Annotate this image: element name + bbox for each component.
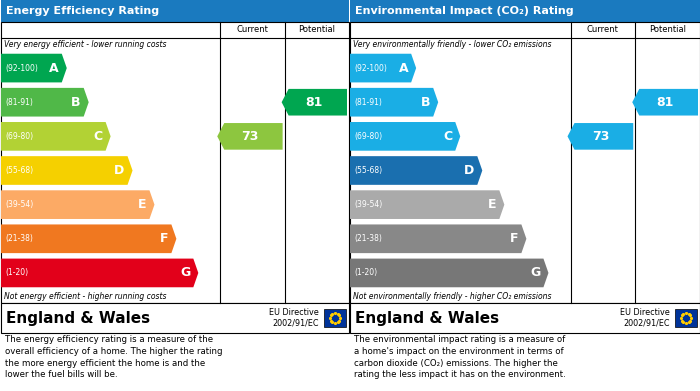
Text: B: B: [71, 96, 80, 109]
Bar: [1, 22, 349, 303]
Text: (21-38): (21-38): [354, 234, 382, 243]
Text: (1-20): (1-20): [5, 269, 28, 278]
Text: Very energy efficient - lower running costs: Very energy efficient - lower running co…: [4, 40, 167, 49]
Text: 81: 81: [657, 96, 674, 109]
Bar: [1, 0, 349, 22]
Polygon shape: [1, 88, 89, 117]
Text: (39-54): (39-54): [354, 200, 382, 209]
Polygon shape: [1, 122, 111, 151]
Text: Not environmentally friendly - higher CO₂ emissions: Not environmentally friendly - higher CO…: [353, 292, 552, 301]
Text: 73: 73: [592, 130, 609, 143]
Text: Current: Current: [237, 25, 268, 34]
Text: The energy efficiency rating is a measure of the
overall efficiency of a home. T: The energy efficiency rating is a measur…: [5, 335, 223, 379]
Polygon shape: [350, 54, 416, 83]
Text: EU Directive
2002/91/EC: EU Directive 2002/91/EC: [620, 308, 670, 328]
Text: D: D: [464, 164, 475, 177]
Text: E: E: [138, 198, 146, 211]
Polygon shape: [1, 258, 198, 287]
Text: Potential: Potential: [649, 25, 686, 34]
Text: (1-20): (1-20): [354, 269, 377, 278]
Text: Very environmentally friendly - lower CO₂ emissions: Very environmentally friendly - lower CO…: [353, 40, 552, 49]
Text: (69-80): (69-80): [5, 132, 33, 141]
Text: E: E: [488, 198, 496, 211]
Text: EU Directive
2002/91/EC: EU Directive 2002/91/EC: [270, 308, 319, 328]
Polygon shape: [281, 89, 347, 115]
Text: (39-54): (39-54): [5, 200, 34, 209]
Text: A: A: [49, 61, 59, 75]
Text: Not energy efficient - higher running costs: Not energy efficient - higher running co…: [4, 292, 167, 301]
Polygon shape: [350, 224, 526, 253]
Polygon shape: [568, 123, 634, 150]
Bar: [1, 303, 349, 333]
Bar: [350, 303, 700, 333]
Text: (55-68): (55-68): [5, 166, 33, 175]
Text: D: D: [114, 164, 125, 177]
Text: Current: Current: [587, 25, 619, 34]
Bar: [350, 22, 700, 303]
Polygon shape: [217, 123, 283, 150]
Text: England & Wales: England & Wales: [6, 310, 150, 325]
Text: A: A: [398, 61, 408, 75]
Text: G: G: [180, 266, 190, 280]
Text: (55-68): (55-68): [354, 166, 382, 175]
Text: 73: 73: [241, 130, 258, 143]
Bar: [324, 309, 346, 327]
Bar: [350, 0, 700, 22]
Text: (92-100): (92-100): [354, 64, 387, 73]
Polygon shape: [350, 88, 438, 117]
Polygon shape: [1, 190, 155, 219]
Text: (92-100): (92-100): [5, 64, 38, 73]
Text: (21-38): (21-38): [5, 234, 33, 243]
Polygon shape: [350, 190, 504, 219]
Bar: [675, 309, 697, 327]
Text: F: F: [160, 232, 169, 245]
Polygon shape: [1, 224, 176, 253]
Polygon shape: [350, 122, 461, 151]
Text: (81-91): (81-91): [5, 98, 33, 107]
Polygon shape: [632, 89, 698, 115]
Text: Energy Efficiency Rating: Energy Efficiency Rating: [6, 6, 159, 16]
Text: (81-91): (81-91): [354, 98, 382, 107]
Polygon shape: [350, 156, 482, 185]
Text: 81: 81: [306, 96, 323, 109]
Text: G: G: [530, 266, 540, 280]
Text: C: C: [94, 130, 103, 143]
Text: The environmental impact rating is a measure of
a home's impact on the environme: The environmental impact rating is a mea…: [354, 335, 566, 379]
Polygon shape: [1, 54, 66, 83]
Text: (69-80): (69-80): [354, 132, 382, 141]
Text: Environmental Impact (CO₂) Rating: Environmental Impact (CO₂) Rating: [355, 6, 573, 16]
Text: C: C: [443, 130, 452, 143]
Text: F: F: [510, 232, 519, 245]
Text: B: B: [421, 96, 430, 109]
Text: Potential: Potential: [298, 25, 335, 34]
Polygon shape: [350, 258, 549, 287]
Polygon shape: [1, 156, 132, 185]
Text: England & Wales: England & Wales: [355, 310, 499, 325]
